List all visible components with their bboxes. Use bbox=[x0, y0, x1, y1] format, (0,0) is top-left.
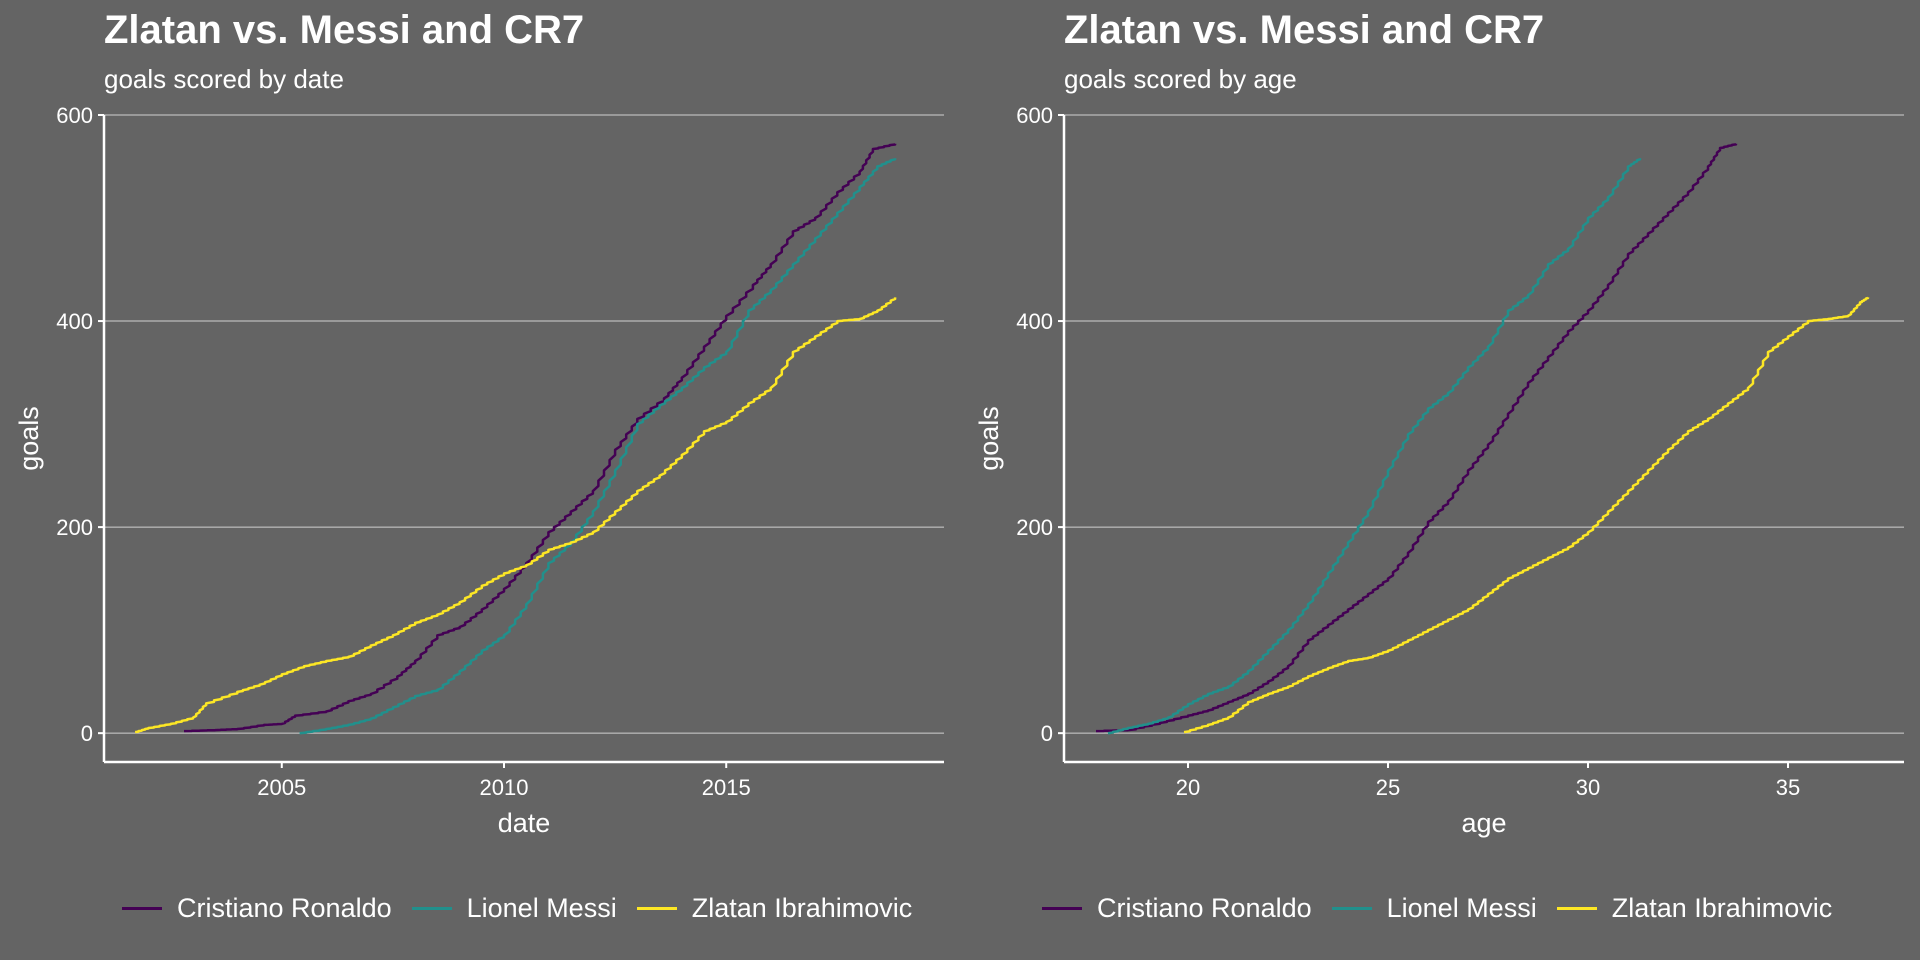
chart-panel-by-age: Zlatan vs. Messi and CR7 goals scored by… bbox=[960, 0, 1920, 960]
legend-label: Cristiano Ronaldo bbox=[1097, 892, 1312, 923]
x-tick-label: 30 bbox=[1576, 775, 1600, 800]
legend-key bbox=[1556, 906, 1597, 910]
y-tick-label: 200 bbox=[56, 515, 93, 540]
legend-key bbox=[122, 906, 162, 910]
legend-label: Lionel Messi bbox=[466, 892, 617, 923]
x-tick-label: 2015 bbox=[702, 775, 751, 800]
series-line-lionel-messi bbox=[299, 158, 897, 735]
legend: Cristiano Ronaldo Lionel Messi Zlatan Ib… bbox=[1042, 888, 1852, 928]
legend-item: Cristiano Ronaldo bbox=[122, 893, 392, 924]
x-axis-title: age bbox=[1461, 808, 1506, 838]
legend-key bbox=[1042, 906, 1082, 910]
legend-key bbox=[636, 906, 677, 910]
x-tick-label: 2010 bbox=[480, 775, 529, 800]
legend: Cristiano Ronaldo Lionel Messi Zlatan Ib… bbox=[122, 888, 932, 928]
legend-item: Zlatan Ibrahimovic bbox=[636, 892, 913, 924]
y-tick-label: 0 bbox=[81, 721, 93, 746]
series-line-cristiano-ronaldo bbox=[1095, 143, 1738, 733]
chart-title: Zlatan vs. Messi and CR7 bbox=[104, 8, 585, 52]
legend-item: Cristiano Ronaldo bbox=[1042, 893, 1312, 924]
legend-key bbox=[411, 906, 452, 910]
y-tick-label: 600 bbox=[56, 103, 93, 128]
chart-subtitle: goals scored by age bbox=[1064, 64, 1297, 94]
series-line-lionel-messi bbox=[1107, 158, 1642, 735]
y-tick-label: 0 bbox=[1041, 721, 1053, 746]
y-axis-title: goals bbox=[14, 406, 44, 471]
legend-label: Lionel Messi bbox=[1386, 892, 1537, 923]
legend-item: Lionel Messi bbox=[411, 892, 617, 924]
legend-item: Zlatan Ibrahimovic bbox=[1556, 892, 1833, 924]
series-line-cristiano-ronaldo bbox=[183, 143, 897, 733]
y-tick-label: 600 bbox=[1016, 103, 1053, 128]
series-line-zlatan-ibrahimovic bbox=[1183, 296, 1870, 734]
legend-label: Zlatan Ibrahimovic bbox=[1611, 892, 1833, 923]
plot-area: 0 200 400 600 20 25 30 35 age goals bbox=[974, 103, 1904, 838]
y-tick-label: 400 bbox=[56, 309, 93, 334]
x-tick-label: 25 bbox=[1376, 775, 1400, 800]
series-line-zlatan-ibrahimovic bbox=[134, 297, 897, 734]
chart-panel-by-date: Zlatan vs. Messi and CR7 goals scored by… bbox=[14, 8, 944, 928]
y-tick-label: 400 bbox=[1016, 309, 1053, 334]
legend-item: Lionel Messi bbox=[1331, 892, 1537, 924]
x-tick-label: 2005 bbox=[257, 775, 306, 800]
legend-label: Cristiano Ronaldo bbox=[177, 892, 392, 923]
legend-key bbox=[1331, 906, 1372, 910]
chart-subtitle: goals scored by date bbox=[104, 64, 344, 94]
plot-area: 0 200 400 600 2005 2010 2015 date goals bbox=[14, 103, 944, 838]
chart-title: Zlatan vs. Messi and CR7 bbox=[1064, 8, 1545, 52]
x-tick-label: 20 bbox=[1176, 775, 1200, 800]
y-tick-label: 200 bbox=[1016, 515, 1053, 540]
y-axis-title: goals bbox=[974, 406, 1004, 471]
x-axis-title: date bbox=[498, 808, 551, 838]
x-tick-label: 35 bbox=[1776, 775, 1800, 800]
legend-label: Zlatan Ibrahimovic bbox=[691, 892, 913, 923]
